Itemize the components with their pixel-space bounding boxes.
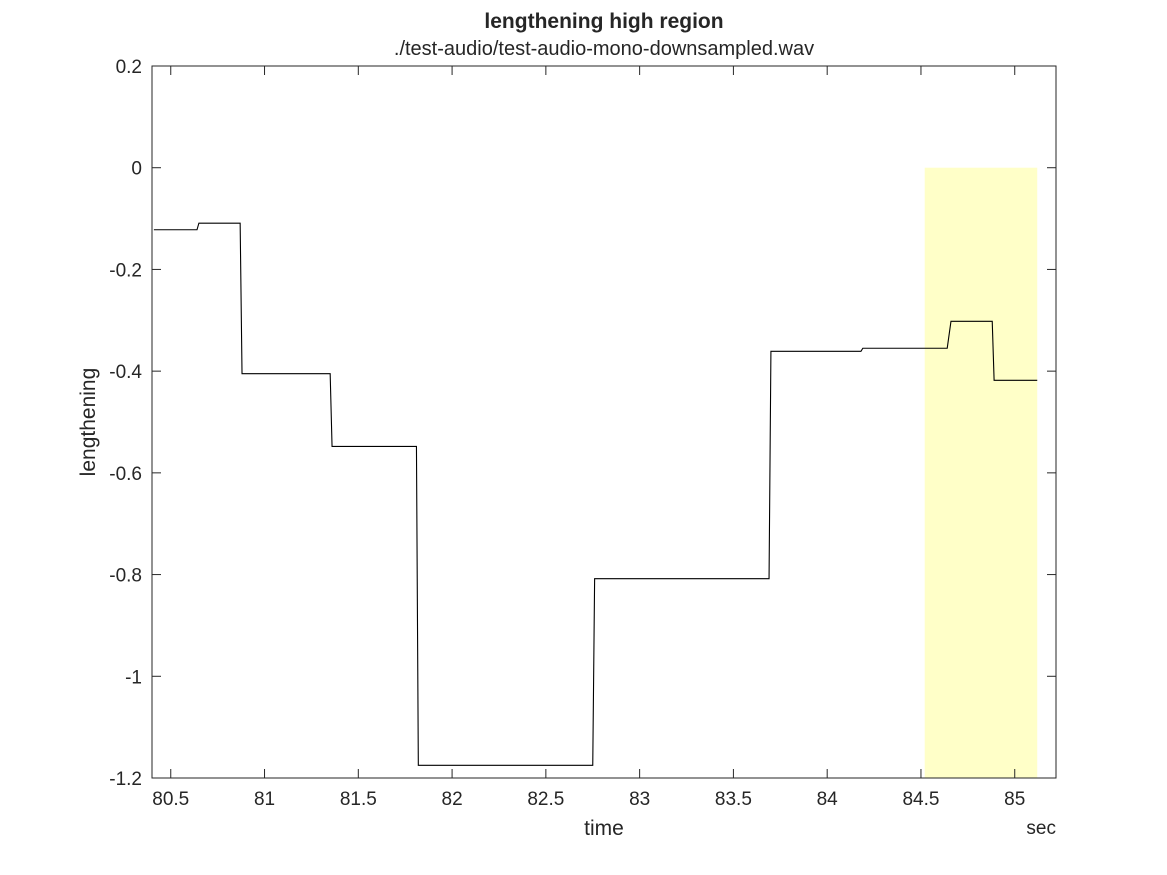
x-tick-label: 83.5 <box>715 789 752 810</box>
y-tick-label: -0.6 <box>109 464 142 485</box>
x-tick-label: 83 <box>629 789 650 810</box>
y-axis-ticks: 0.2 0 -0.2 -0.4 -0.6 -0.8 -1 -1.2 <box>109 57 1056 790</box>
x-tick-label: 81 <box>254 789 275 810</box>
x-tick-label: 82.5 <box>527 789 564 810</box>
x-axis-label: time <box>584 817 624 840</box>
y-tick-label: 0.2 <box>116 57 142 78</box>
x-tick-label: 82 <box>442 789 463 810</box>
highlight-region <box>924 167 1038 778</box>
y-tick-label: -0.2 <box>109 260 142 281</box>
series-line-lengthening <box>153 222 1038 766</box>
x-axis-unit-label: sec <box>1026 818 1056 839</box>
plot-area: 80.5 81 81.5 82 82.5 83 83.5 84 84.5 85 0.2 0 -0.2 -… <box>109 57 1057 810</box>
y-tick-label: -1.2 <box>109 769 142 790</box>
y-tick-label: -0.8 <box>109 566 142 587</box>
x-axis-ticks: 80.5 81 81.5 82 82.5 83 83.5 84 84.5 85 <box>152 66 1025 810</box>
y-tick-label: -1 <box>125 667 142 688</box>
chart-title: lengthening high region <box>484 10 723 33</box>
x-tick-label: 81.5 <box>340 789 377 810</box>
x-tick-label: 84.5 <box>902 789 939 810</box>
x-tick-label: 80.5 <box>152 789 189 810</box>
chart-subtitle: ./test-audio/test-audio-mono-downsampled… <box>394 38 814 60</box>
x-tick-label: 85 <box>1004 789 1025 810</box>
y-tick-label: 0 <box>131 159 142 180</box>
y-tick-label: -0.4 <box>109 362 142 383</box>
x-tick-label: 84 <box>817 789 839 810</box>
axes-box <box>151 65 1057 779</box>
y-axis-label: lengthening <box>77 368 100 477</box>
